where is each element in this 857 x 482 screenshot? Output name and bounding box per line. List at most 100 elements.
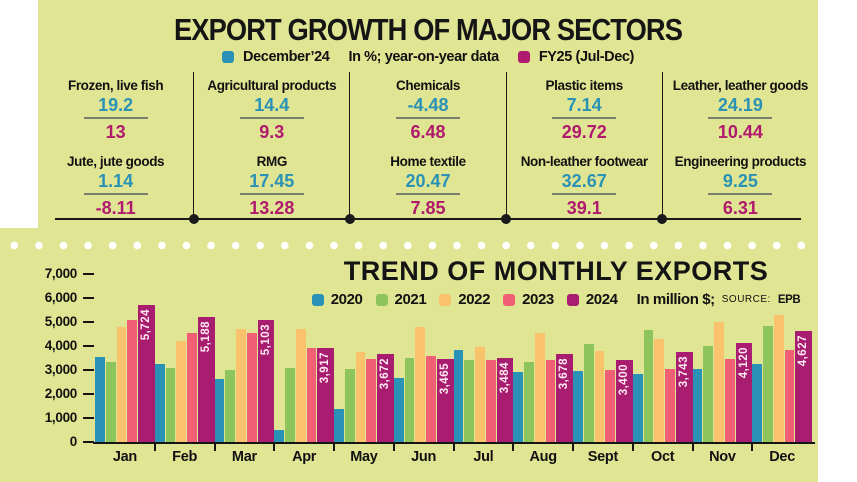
bar-2023-apr <box>306 348 317 442</box>
export-growth-panel: EXPORT GROWTH OF MAJOR SECTORS December’… <box>38 0 818 228</box>
x-axis-tick <box>751 444 754 451</box>
legend-label-2020: 2020 <box>330 291 363 308</box>
fy25-value: 29.72 <box>561 122 607 142</box>
legend-swatch-2020 <box>311 293 324 306</box>
bar-2021-mar <box>225 370 236 442</box>
bar-value-label: 4,627 <box>797 335 810 367</box>
chart-title: TREND OF MONTHLY EXPORTS <box>343 256 769 286</box>
dec24-value: 7.14 <box>552 95 617 119</box>
x-axis-tick <box>213 444 216 451</box>
bar-2022-jun <box>415 327 426 442</box>
x-axis-label-jun: Jun <box>411 449 437 465</box>
bar-2020-feb <box>154 364 165 442</box>
bar-2022-aug <box>534 333 545 442</box>
bar-group-aug: 3,678 <box>513 274 573 442</box>
bar-group-oct: 3,743 <box>632 274 693 442</box>
y-axis-tick: 0 <box>22 434 94 450</box>
sector-label: Home textile <box>390 154 466 169</box>
bar-2021-apr <box>285 368 295 442</box>
bar-value-label: 3,672 <box>379 358 392 390</box>
bar-2020-jan <box>95 357 105 442</box>
bar-2023-jun <box>426 356 436 442</box>
bar-2021-jun <box>404 358 415 442</box>
dec24-value: 24.19 <box>708 95 773 119</box>
bar-group-jun: 3,465 <box>393 274 454 442</box>
bar-2023-mar <box>246 333 257 442</box>
legend-label-2023: 2023 <box>522 291 554 308</box>
bar-2022-sept <box>594 351 605 442</box>
bar-2020-aug <box>513 372 524 442</box>
bar-2020-dec <box>752 364 763 442</box>
fy25-value: 7.85 <box>410 198 446 218</box>
legend-swatch-2021 <box>375 293 388 306</box>
bar-2021-may <box>344 369 355 442</box>
x-axis-tick <box>512 444 515 451</box>
sector-label: Frozen, live fish <box>67 78 164 93</box>
bar-2020-may <box>334 409 344 442</box>
fy25-value: 6.48 <box>410 122 446 142</box>
divider-dot <box>501 214 511 224</box>
dec24-legend-swatch <box>222 51 235 63</box>
page-title: EXPORT GROWTH OF MAJOR SECTORS <box>173 12 683 47</box>
sector-row-1: Frozen, live fish 19.2 13 Agricultural p… <box>38 72 818 148</box>
x-axis-label-nov: Nov <box>709 449 736 465</box>
dec24-value: 9.25 <box>708 171 773 195</box>
bar-2022-oct <box>654 339 665 442</box>
fy25-value: 39.1 <box>566 198 602 218</box>
dec24-legend-label: December’24 <box>243 49 330 65</box>
bar-group-sept: 3,400 <box>573 274 633 442</box>
bar-2023-may <box>366 359 377 442</box>
bar-value-label: 3,400 <box>618 364 631 396</box>
x-axis-label-oct: Oct <box>650 449 675 465</box>
bar-2024-sept: 3,400 <box>616 360 633 442</box>
bar-2023-jan <box>127 320 138 442</box>
dec24-value: 1.14 <box>83 171 148 195</box>
sector-label: Leather, leather goods <box>672 78 809 93</box>
bar-2023-jul <box>485 360 496 442</box>
y-axis-tick: 1,000 <box>22 410 94 426</box>
bar-2021-aug <box>524 362 534 442</box>
chart-legend: 2020 2021 2022 2023 2024 In million $; S… <box>300 291 812 308</box>
bar-group-may: 3,672 <box>334 274 394 442</box>
bar-2024-dec: 4,627 <box>795 331 812 442</box>
bar-2021-sept <box>583 344 594 442</box>
sector-cell-footwear: Non-leather footwear 32.67 39.1 <box>507 148 663 224</box>
bar-2021-nov <box>703 346 714 442</box>
sector-row-2: Jute, jute goods 1.14 -8.11 RMG 17.45 13… <box>38 148 818 224</box>
monthly-exports-panel: TREND OF MONTHLY EXPORTS 2020 2021 2022 … <box>0 228 818 482</box>
bar-group-feb: 5,188 <box>154 274 215 442</box>
sector-cell-plastic: Plastic items 7.14 29.72 <box>507 72 663 148</box>
bar-group-apr: 3,917 <box>274 274 334 442</box>
fy25-value: 9.3 <box>259 122 285 142</box>
bar-value-label: 3,678 <box>558 358 571 390</box>
fy25-value: -8.11 <box>95 198 136 218</box>
y-axis-tick: 2,000 <box>22 386 94 402</box>
x-axis-tick <box>452 444 455 451</box>
bar-2020-mar <box>214 379 225 442</box>
bar-2024-jan: 5,724 <box>138 305 155 442</box>
x-axis-label-jan: Jan <box>112 449 137 465</box>
bar-group-nov: 4,120 <box>692 274 753 442</box>
bar-value-label: 4,120 <box>737 347 750 379</box>
x-axis-label-apr: Apr <box>292 449 317 465</box>
sector-cell-frozen-fish: Frozen, live fish 19.2 13 <box>38 72 195 148</box>
bar-2023-oct <box>665 369 675 442</box>
bar-2020-nov <box>692 369 703 442</box>
bar-2021-feb <box>165 368 176 442</box>
fy25-value: 10.44 <box>717 122 763 142</box>
divider-dot <box>657 214 667 224</box>
bar-2023-dec <box>784 350 795 442</box>
y-axis-tick: 6,000 <box>22 290 94 306</box>
fy25-legend-swatch <box>517 51 530 63</box>
bar-2024-feb: 5,188 <box>197 317 215 442</box>
y-axis-tick: 7,000 <box>22 266 94 282</box>
bar-2024-nov: 4,120 <box>735 343 753 442</box>
bar-2020-sept <box>573 371 583 442</box>
sector-label: Engineering products <box>674 154 807 169</box>
bar-2024-oct: 3,743 <box>675 352 693 442</box>
x-axis-tick <box>691 444 694 451</box>
dec24-value: 14.4 <box>239 95 304 119</box>
bar-2023-nov <box>724 359 735 442</box>
bar-group-jan: 5,724 <box>95 274 155 442</box>
dotted-separator <box>0 241 818 250</box>
